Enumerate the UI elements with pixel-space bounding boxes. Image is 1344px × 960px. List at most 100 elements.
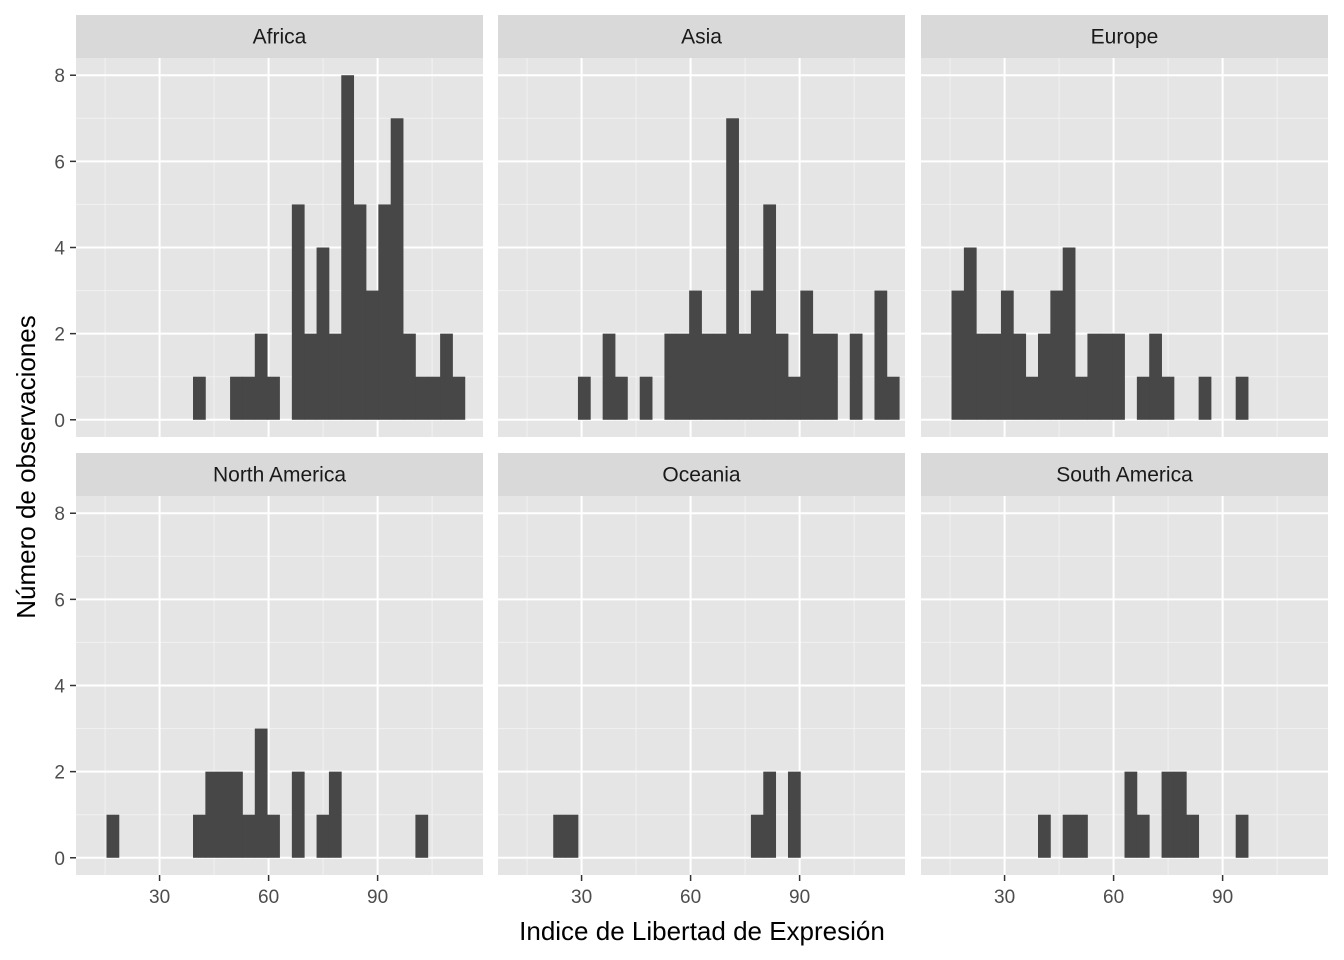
histogram-bar (639, 376, 653, 420)
y-tick-label: 2 (54, 325, 65, 346)
facet-strip (921, 453, 1328, 496)
x-tick-label: 60 (258, 887, 279, 908)
x-tick-label: 30 (994, 887, 1015, 908)
histogram-bar (254, 333, 268, 420)
histogram-bar (205, 771, 219, 858)
histogram-bar (1235, 376, 1249, 420)
histogram-bar (316, 814, 330, 858)
histogram-bar (440, 333, 453, 420)
histogram-bar (812, 333, 826, 420)
histogram-bar (1099, 333, 1113, 420)
histogram-bar (230, 376, 243, 420)
histogram-bar (415, 814, 429, 858)
histogram-bar (1161, 376, 1175, 420)
histogram-bar (328, 771, 342, 858)
histogram-bar (1038, 333, 1051, 420)
facet-strip-label: Asia (681, 26, 722, 49)
y-tick-label: 0 (54, 411, 65, 432)
histogram-bar (676, 333, 690, 420)
histogram-bar (1186, 814, 1200, 858)
facet-north-america: North America (76, 453, 483, 875)
histogram-bar (341, 75, 355, 420)
histogram-bar (1136, 376, 1150, 420)
histogram-bar (1161, 771, 1175, 858)
histogram-bar (217, 771, 231, 858)
histogram-bar (701, 333, 715, 420)
x-tick-label: 90 (367, 887, 388, 908)
x-tick-label: 90 (1212, 887, 1233, 908)
x-tick-label: 30 (571, 887, 592, 908)
histogram-bar (565, 814, 579, 858)
facet-strip-label: Oceania (662, 464, 741, 487)
histogram-bar (328, 333, 342, 420)
histogram-bar (267, 814, 280, 858)
facet-africa: Africa (76, 15, 483, 437)
facet-strip-label: Europe (1091, 26, 1159, 49)
x-tick-label: 30 (149, 887, 170, 908)
histogram-bar (800, 290, 814, 420)
histogram-bar (254, 728, 268, 858)
histogram-bar (775, 333, 789, 420)
histogram-bar (1038, 814, 1051, 858)
histogram-bar (951, 290, 965, 420)
histogram-bar (1062, 814, 1076, 858)
y-tick-label: 8 (54, 504, 65, 525)
histogram-bar (553, 814, 566, 858)
histogram-bar (452, 376, 466, 420)
histogram-bar (664, 333, 678, 420)
histogram-bar (763, 204, 777, 420)
facet-panels: Africa Asia Europe North America Oceania Sout… (76, 15, 1328, 875)
histogram-bar (689, 290, 702, 420)
histogram-bar (963, 247, 977, 420)
x-tick-label: 60 (1103, 887, 1124, 908)
histogram-bar (291, 204, 305, 420)
histogram-bar (1124, 771, 1138, 858)
histogram-bar (193, 814, 206, 858)
facet-europe: Europe (921, 15, 1328, 437)
histogram-bar (1062, 247, 1076, 420)
histogram-bar (602, 333, 616, 420)
facet-strip-label: Africa (253, 26, 307, 49)
y-tick-label: 8 (54, 66, 65, 87)
y-tick-label: 6 (54, 152, 65, 173)
histogram-bar (1075, 376, 1088, 420)
histogram-bar (787, 376, 801, 420)
histogram-bar (874, 290, 888, 420)
x-tick-label: 90 (789, 887, 810, 908)
y-tick-label: 2 (54, 763, 65, 784)
histogram-bar (1025, 376, 1039, 420)
y-tick-label: 4 (54, 239, 65, 260)
histogram-bar (1112, 333, 1125, 420)
histogram-bar (763, 771, 777, 858)
facet-strip (76, 453, 483, 496)
histogram-bar (242, 376, 256, 420)
histogram-bar (427, 376, 441, 420)
histogram-bar (316, 247, 330, 420)
histogram-bar (304, 333, 317, 420)
facet-strip (498, 453, 905, 496)
histogram-bar (726, 118, 739, 420)
histogram-bar (976, 333, 989, 420)
facet-strip (921, 15, 1328, 58)
histogram-bar (365, 290, 379, 420)
facet-south-america: South America (921, 453, 1328, 875)
histogram-bar (291, 771, 305, 858)
histogram-bar (787, 771, 801, 858)
histogram-bar (1173, 771, 1187, 858)
histogram-bar (577, 376, 591, 420)
histogram-bar (403, 333, 416, 420)
x-axis-title: Indice de Libertad de Expresión (519, 916, 885, 946)
histogram-bar (415, 376, 429, 420)
histogram-bar (1050, 290, 1064, 420)
histogram-bar (988, 333, 1002, 420)
histogram-bar (230, 771, 243, 858)
histogram-bar (1013, 333, 1027, 420)
histogram-bar (106, 814, 120, 858)
histogram-bar (849, 333, 863, 420)
histogram-bar (825, 333, 838, 420)
facet-asia: Asia (498, 15, 905, 437)
facet-strip (76, 15, 483, 58)
histogram-bar (378, 204, 392, 420)
histogram-bar (750, 814, 764, 858)
